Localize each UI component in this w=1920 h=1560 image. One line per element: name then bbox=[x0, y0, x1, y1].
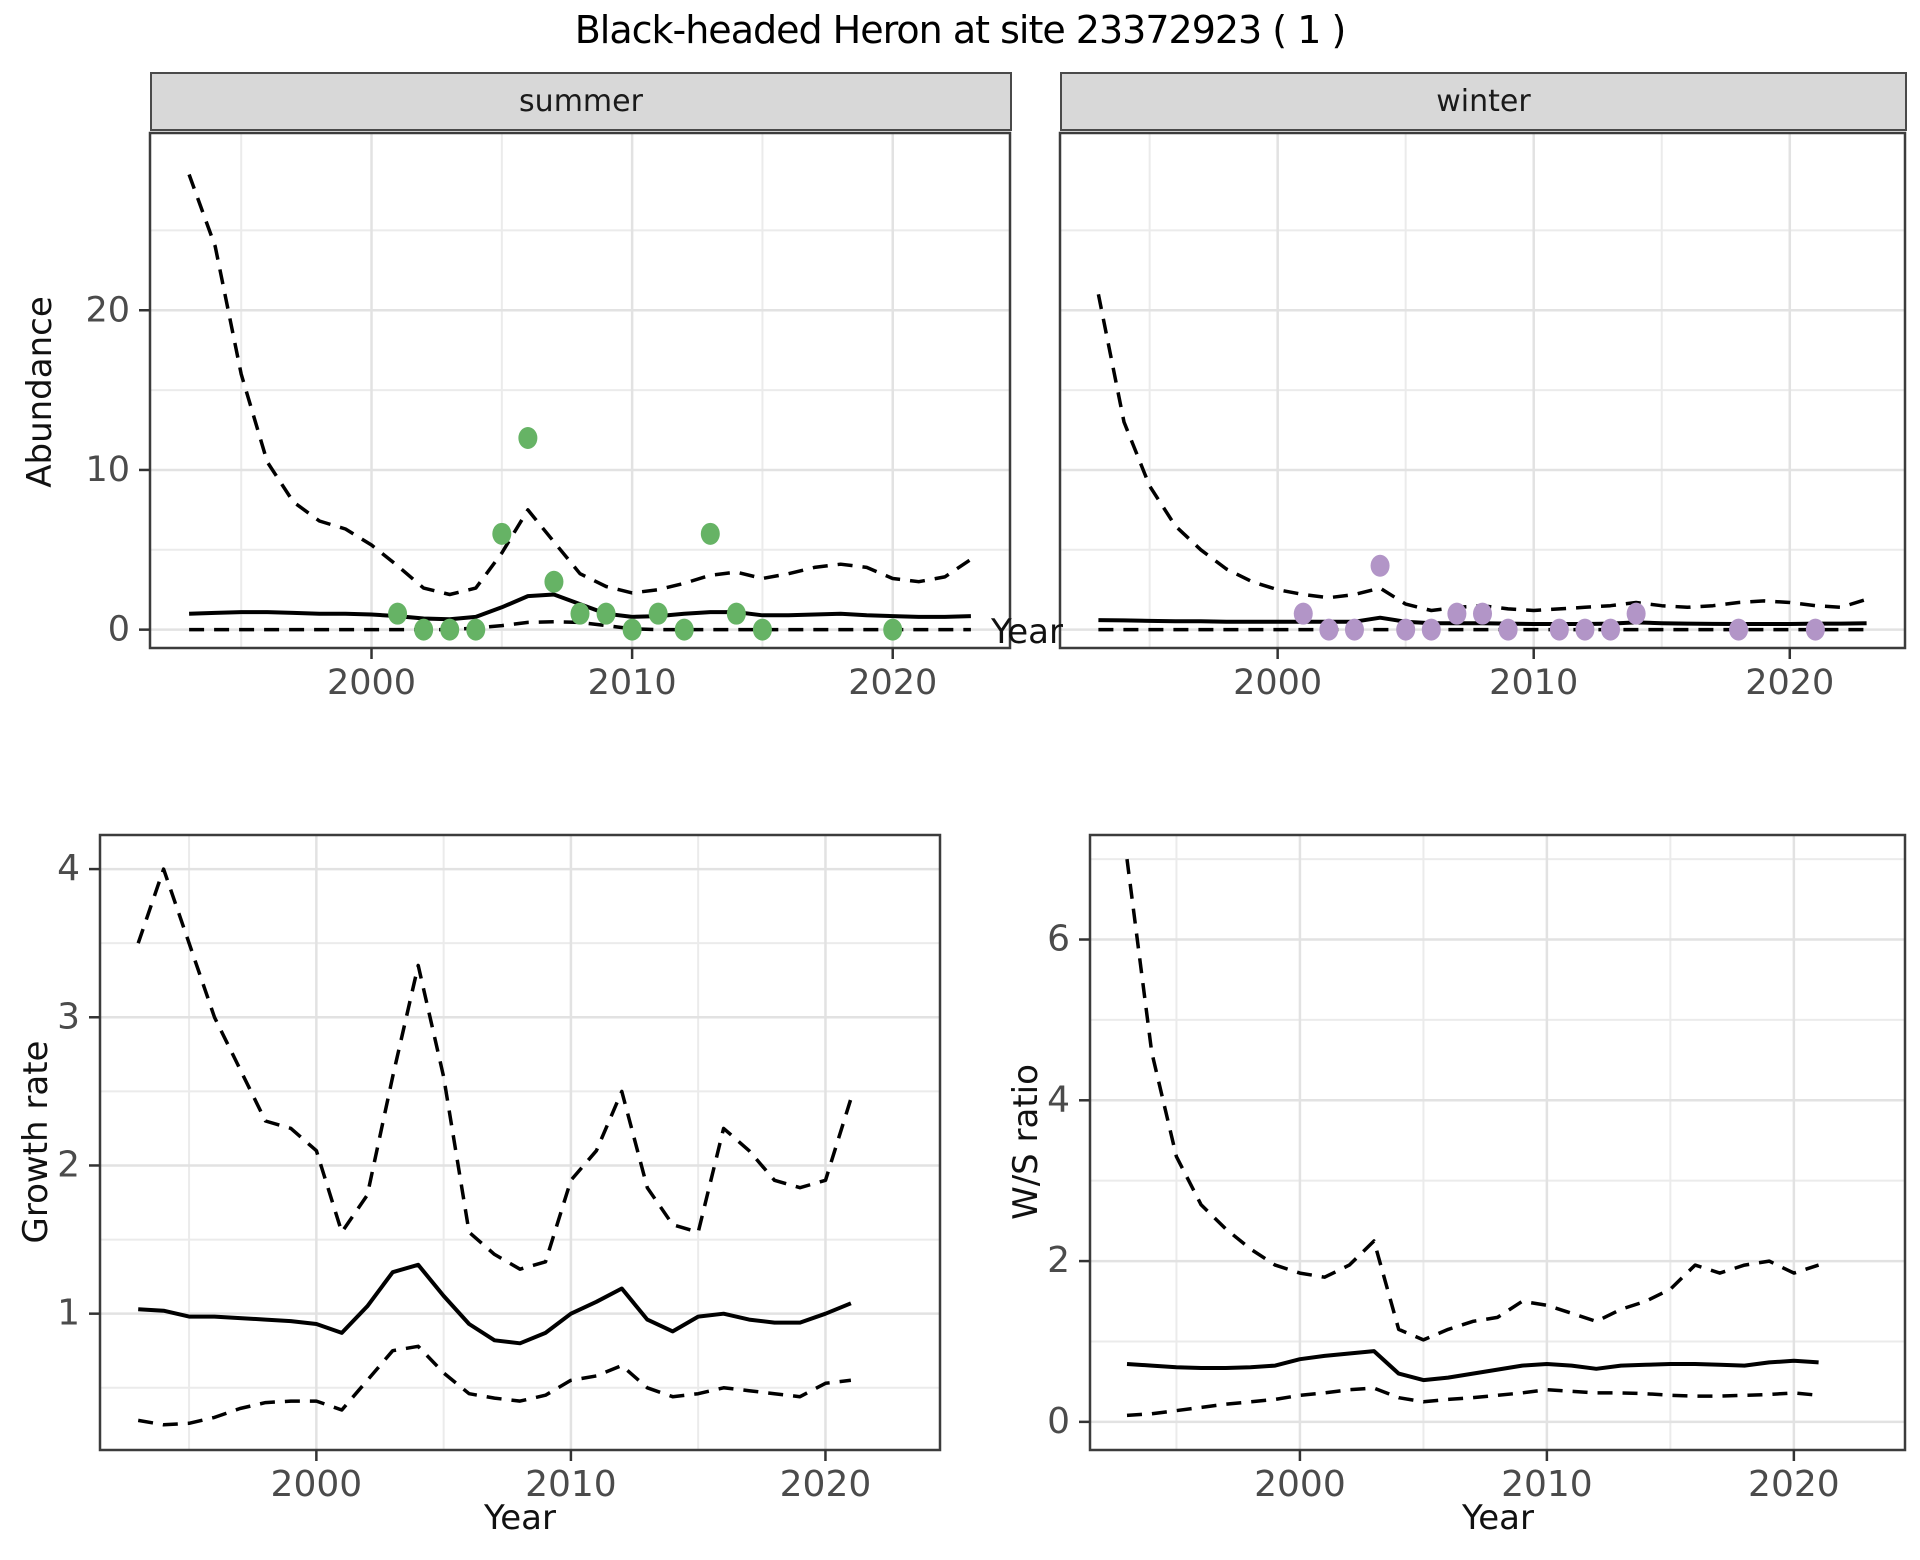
tick-label: 2010 bbox=[1501, 1464, 1593, 1505]
data-point bbox=[570, 602, 590, 625]
data-point bbox=[726, 602, 746, 625]
data-point bbox=[622, 618, 642, 641]
data-point bbox=[1344, 618, 1364, 641]
growth-lower-ci-line bbox=[137, 1344, 852, 1427]
data-point bbox=[1319, 618, 1339, 641]
data-point bbox=[466, 618, 486, 641]
data-point bbox=[1626, 602, 1646, 625]
top-x-axis-label: Year bbox=[991, 612, 1063, 652]
summer-lower-ci-line bbox=[189, 619, 971, 632]
tick-label: 2000 bbox=[1233, 663, 1322, 703]
growth-rate-axis-label: Growth rate bbox=[16, 1040, 56, 1244]
tick-label: 2020 bbox=[780, 1464, 872, 1505]
ws-x-axis-label: Year bbox=[1462, 1498, 1534, 1538]
data-point bbox=[492, 522, 512, 545]
data-point bbox=[414, 618, 434, 641]
tick-label: 20 bbox=[85, 290, 130, 330]
facet-label-winter: winter bbox=[1436, 84, 1531, 119]
facet-strip-winter: winter bbox=[1060, 72, 1907, 131]
data-point bbox=[1498, 618, 1518, 641]
data-point bbox=[1549, 618, 1569, 641]
growth-median-line bbox=[138, 1262, 852, 1346]
data-point bbox=[388, 602, 408, 625]
tick-label: 2010 bbox=[588, 663, 677, 703]
tick-label: 2010 bbox=[525, 1464, 617, 1505]
data-point bbox=[1421, 618, 1441, 641]
winter-panel-border bbox=[1058, 131, 1907, 650]
data-point bbox=[518, 427, 538, 450]
chart-title: Black-headed Heron at site 23372923 ( 1 … bbox=[574, 8, 1347, 52]
data-point bbox=[648, 602, 668, 625]
data-point bbox=[674, 618, 694, 641]
ws-median-line bbox=[1126, 1349, 1819, 1383]
tick-label: 2000 bbox=[1254, 1464, 1346, 1505]
tick-label: 2000 bbox=[271, 1464, 363, 1505]
summer-panel-border bbox=[148, 131, 1012, 650]
tick-label: 2 bbox=[57, 1144, 80, 1185]
tick-label: 10 bbox=[85, 450, 130, 490]
summer-upper-ci-line bbox=[187, 173, 972, 597]
tick-label: 2020 bbox=[848, 663, 937, 703]
data-point bbox=[544, 570, 564, 593]
facet-label-summer: summer bbox=[519, 84, 643, 119]
tick-label: 6 bbox=[1047, 919, 1070, 960]
ws-panel-border bbox=[1088, 833, 1907, 1452]
data-point bbox=[596, 602, 616, 625]
data-point bbox=[440, 618, 460, 641]
tick-label: 2020 bbox=[1745, 663, 1834, 703]
growth-panel-border bbox=[98, 833, 942, 1452]
data-point bbox=[1805, 618, 1825, 641]
tick-label: 3 bbox=[57, 996, 80, 1037]
ws-lower-ci-line bbox=[1126, 1386, 1819, 1418]
data-point bbox=[700, 522, 720, 545]
growth-x-axis-label: Year bbox=[484, 1498, 556, 1538]
tick-label: 2010 bbox=[1489, 663, 1578, 703]
data-point bbox=[1370, 554, 1390, 577]
tick-label: 2000 bbox=[327, 663, 416, 703]
tick-label: 2 bbox=[1047, 1240, 1070, 1281]
tick-label: 0 bbox=[1047, 1401, 1070, 1442]
ws-panel-bg bbox=[1090, 835, 1905, 1450]
tick-label: 1 bbox=[57, 1293, 80, 1334]
tick-label: 2020 bbox=[1748, 1464, 1840, 1505]
growth-upper-ci-line bbox=[136, 867, 853, 1271]
data-point bbox=[1447, 602, 1467, 625]
tick-label: 4 bbox=[1047, 1079, 1070, 1120]
data-point bbox=[1473, 602, 1492, 625]
data-point bbox=[883, 618, 903, 641]
ws-ratio-axis-label: W/S ratio bbox=[1006, 1064, 1046, 1220]
ws-upper-ci-line bbox=[1125, 858, 1820, 1342]
data-point bbox=[1575, 618, 1595, 641]
data-point bbox=[752, 618, 772, 641]
tick-label: 4 bbox=[57, 848, 80, 889]
facet-strip-summer: summer bbox=[150, 72, 1012, 131]
growth-panel-bg bbox=[100, 835, 940, 1450]
tick-label: 0 bbox=[108, 610, 130, 650]
data-point bbox=[1729, 618, 1749, 641]
data-point bbox=[1293, 602, 1313, 625]
abundance-axis-label: Abundance bbox=[20, 296, 60, 488]
data-point bbox=[1396, 618, 1416, 641]
data-point bbox=[1601, 618, 1621, 641]
